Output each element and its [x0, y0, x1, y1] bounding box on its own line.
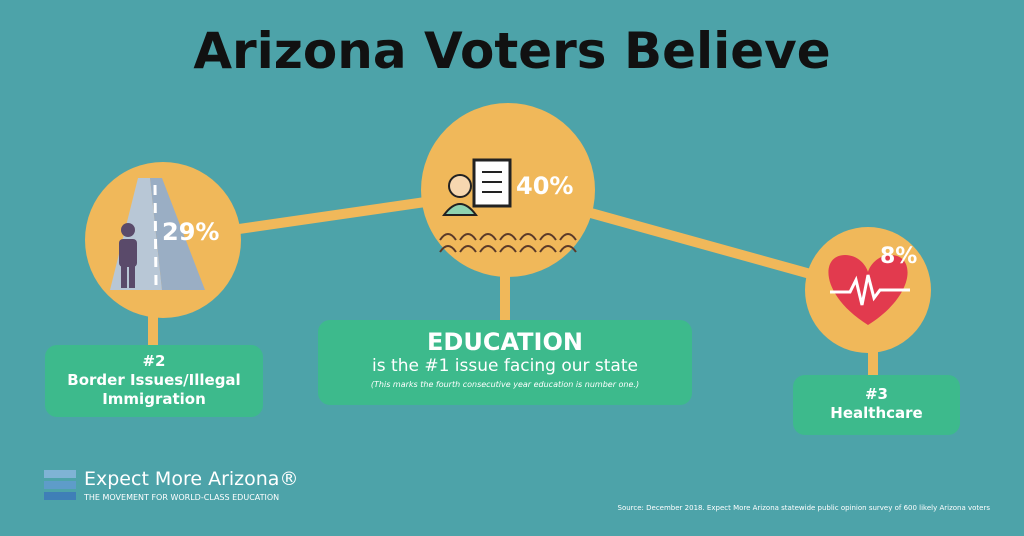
- issue-box: EDUCATION is the #1 issue facing our sta…: [318, 320, 692, 405]
- percent: 8%: [880, 244, 918, 269]
- subtitle: is the #1 issue facing our state: [372, 356, 638, 376]
- issue-box: #3 Healthcare: [793, 375, 960, 435]
- rank: #2: [142, 352, 166, 370]
- percent: 40%: [516, 172, 574, 200]
- rank: #3: [864, 385, 888, 403]
- percent: 29%: [162, 218, 220, 246]
- heading: EDUCATION: [427, 328, 583, 356]
- source: Source: December 2018. Expect More Arizo…: [617, 504, 990, 512]
- issue-box: #2 Border Issues/Illegal Immigration: [45, 345, 263, 417]
- title: Arizona Voters Believe: [193, 22, 831, 80]
- logo-name: Expect More Arizona®: [84, 468, 299, 490]
- issue-label: Healthcare: [830, 404, 923, 422]
- logo-tagline: THE MOVEMENT FOR WORLD-CLASS EDUCATION: [84, 493, 280, 502]
- note: (This marks the fourth consecutive year …: [370, 380, 640, 389]
- issue-label: Border Issues/Illegal Immigration: [67, 371, 241, 408]
